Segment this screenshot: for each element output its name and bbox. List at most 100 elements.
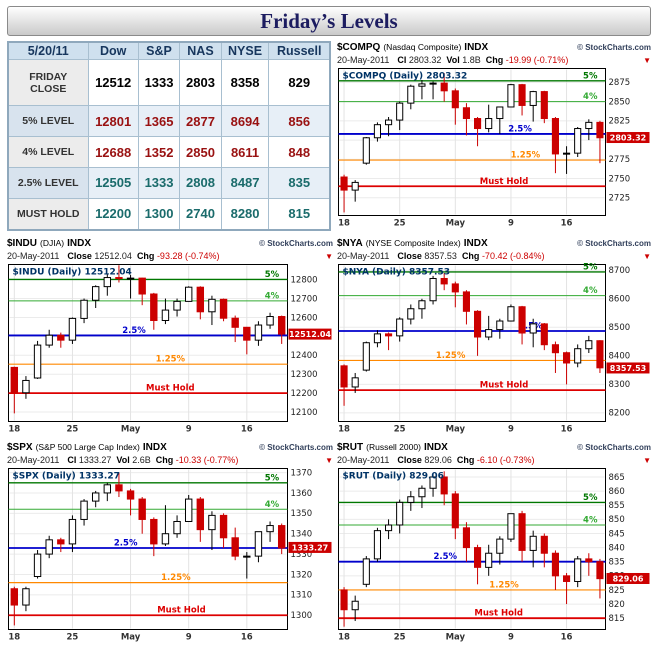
level-value: 8611	[220, 136, 270, 168]
y-axis-label: 820	[609, 600, 625, 610]
row-label: 4% LEVEL	[7, 136, 89, 168]
level-label: 1.25%	[436, 351, 466, 361]
ticker-symbol: $RUT	[337, 442, 364, 453]
level-label: 4%	[583, 286, 598, 296]
plot-label: $COMPQ (Daily) 2803.32	[343, 72, 468, 82]
x-axis-label: May	[446, 425, 466, 435]
level-lines: 5% 4% 2.5% 1.25% Must Hold	[8, 473, 288, 617]
candlestick-chart-spx: 1300 1310 1320 1330 1340 1350 1360 1370 18 25 May 9…	[8, 468, 332, 643]
level-label: 5%	[583, 493, 598, 503]
last-price-value: 8357.53	[610, 364, 646, 373]
plot-area	[8, 468, 288, 630]
stat-value: 829.06	[421, 455, 452, 465]
chart-panel-nya: $NYA (NYSE Composite Index) INDX © StockCh…	[337, 237, 651, 435]
chart-title: $COMPQ (Nasdaq Composite) INDX	[337, 41, 488, 54]
copyright: © StockCharts.com	[577, 239, 651, 248]
level-value: 2877	[179, 105, 222, 138]
plot-area	[338, 264, 606, 422]
ticker-name: (Nasdaq Composite)	[383, 42, 462, 52]
level-label: Must Hold	[146, 384, 195, 394]
level-label: 1.25%	[161, 573, 191, 583]
table-row: FRIDAY CLOSE 12512 1333 2803 8358 829	[7, 58, 331, 107]
down-arrow-icon: ▼	[643, 252, 651, 261]
x-axis-label: 16	[561, 633, 573, 643]
chart-title-row: $NYA (NYSE Composite Index) INDX © StockCh…	[337, 237, 651, 250]
level-label: 4%	[583, 515, 598, 525]
last-price-box	[288, 541, 332, 553]
x-axis-label: 16	[561, 219, 573, 229]
candlestick-chart-indu: 1210012200123001240012500126001270012800…	[8, 264, 332, 435]
row-label: 5% LEVEL	[7, 105, 89, 138]
y-axis-label: 2875	[609, 78, 631, 88]
x-axis-label: 18	[338, 219, 350, 229]
x-axis-label: 25	[394, 219, 406, 229]
level-value: 815	[268, 197, 331, 231]
stat-value: 2803.32	[406, 55, 442, 65]
x-axis-label: 18	[338, 633, 350, 643]
x-axis-label: 18	[338, 425, 350, 435]
last-price-value: 829.06	[613, 574, 644, 583]
level-value: 12801	[87, 105, 139, 138]
level-value: 848	[268, 136, 331, 168]
stat-value: 1333.27	[76, 455, 112, 465]
x-axis-label: 18	[8, 633, 20, 643]
ticker-symbol: $NYA	[337, 238, 363, 249]
plot-area	[338, 468, 606, 630]
chart-title-row: $SPX (S&P 500 Large Cap Index) INDX © Stoc…	[7, 441, 333, 454]
stat-value: 1.8B	[459, 55, 481, 65]
x-axis-label: 16	[241, 425, 253, 435]
stat-label: Chg	[456, 455, 475, 465]
quote-stats: Cl 1333.27 Vol 2.6B Chg -10.33 (-0.77%)	[62, 454, 238, 466]
column-header-dow: Dow	[87, 41, 139, 60]
y-axis-label: 855	[609, 501, 625, 511]
level-label: 4%	[265, 291, 280, 301]
last-price-box	[606, 132, 650, 144]
plot-area	[8, 264, 288, 422]
level-value: 12200	[87, 197, 139, 231]
stat-label: Close	[397, 251, 422, 261]
last-price-box	[288, 328, 332, 340]
level-value: 835	[268, 166, 331, 199]
page-title: Friday’s Levels	[7, 6, 651, 36]
level-value: 1352	[137, 136, 181, 168]
ticker-name: (NYSE Composite Index)	[365, 238, 461, 248]
plot-label: $NYA (Daily) 8357.53	[343, 268, 450, 278]
quote-date: 20-May-2011	[7, 455, 60, 465]
level-value: 2808	[179, 166, 222, 199]
y-axis-label: 1300	[291, 611, 313, 621]
chart-title: $INDU (DJIA) INDX	[7, 237, 91, 250]
y-axis-label: 8500	[609, 323, 631, 333]
stat-label: Vol	[116, 455, 130, 465]
level-label: 5%	[265, 270, 280, 280]
y-axis-label: 1360	[291, 489, 313, 499]
y-axis-label: 12300	[291, 370, 318, 380]
level-value: 8694	[220, 105, 270, 138]
chart-panel-spx: $SPX (S&P 500 Large Cap Index) INDX © Stoc…	[7, 441, 333, 643]
copyright: © StockCharts.com	[259, 239, 333, 248]
level-label: 1.25%	[489, 580, 519, 590]
column-header-sp: S&P	[137, 41, 181, 60]
x-axis-label: May	[446, 219, 466, 229]
y-axis-label: 2825	[609, 117, 631, 127]
plot-label: $SPX (Daily) 1333.27	[13, 472, 120, 482]
quote-stats: Cl 2803.32 Vol 1.8B Chg -19.99 (-0.71%)	[392, 54, 568, 66]
chart-quote-row: 20-May-2011 Close 8357.53 Chg -70.42 (-0.…	[337, 250, 651, 263]
chart-title-row: $COMPQ (Nasdaq Composite) INDX © StockChar…	[337, 41, 651, 54]
quote-date: 20-May-2011	[337, 55, 390, 65]
x-axis-label: 9	[186, 425, 192, 435]
level-value: 1333	[137, 58, 181, 107]
level-value: 1333	[137, 166, 181, 199]
level-value: 8487	[220, 166, 270, 199]
levels-table-panel: 5/20/11 Dow S&P NAS NYSE Russell FRIDAY CLOSE…	[7, 41, 333, 231]
quote-date: 20-May-2011	[337, 251, 390, 261]
level-value: 8358	[220, 58, 270, 107]
level-lines: 5% 4% 2.5% 1.25% Must Hold	[8, 270, 288, 395]
y-axis-label: 12800	[291, 275, 318, 285]
x-axis-label: 9	[186, 633, 192, 643]
ticker-exchange: INDX	[142, 442, 167, 453]
level-value: 12688	[87, 136, 139, 168]
candles	[340, 471, 604, 627]
table-row: MUST HOLD 12200 1300 2740 8280 815	[7, 197, 331, 231]
plot-label: $RUT (Daily) 829.06	[343, 472, 444, 482]
x-axis-label: May	[121, 425, 141, 435]
